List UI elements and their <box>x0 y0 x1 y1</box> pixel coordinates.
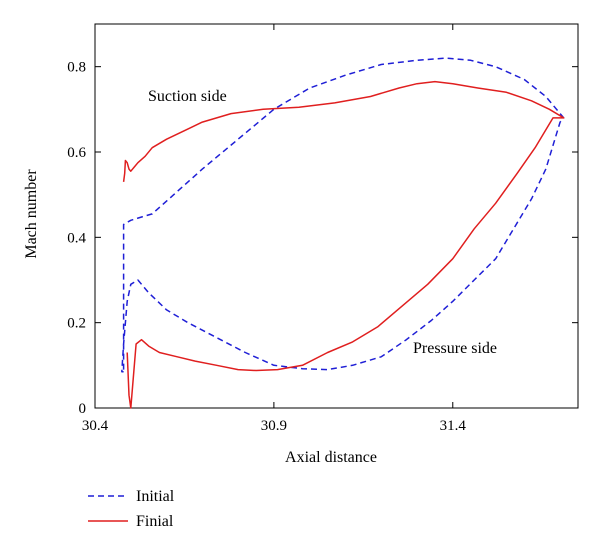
y-tick-label-0: 0 <box>79 401 87 417</box>
plot-frame <box>94 23 579 409</box>
legend: Initial Finial <box>88 488 175 530</box>
x-tick-label-1: 30.9 <box>261 418 287 434</box>
series-layer <box>121 57 565 409</box>
y-axis-title: Mach number <box>23 169 40 259</box>
annotation-suction-side: Suction side <box>148 88 227 105</box>
ticks-layer: 0 0.2 0.4 0.6 0.8 30.4 30.9 31.4 <box>67 24 578 434</box>
x-tick-label-2: 31.4 <box>440 418 467 434</box>
legend-label-initial: Initial <box>136 488 175 505</box>
x-tick-label-0: 30.4 <box>82 418 109 434</box>
series-line-initial <box>121 57 565 373</box>
legend-label-finial: Finial <box>136 513 174 530</box>
y-tick-label-3: 0.6 <box>67 145 86 161</box>
y-tick-label-1: 0.2 <box>67 316 86 332</box>
series-line-finial <box>122 80 565 409</box>
x-axis-title: Axial distance <box>285 449 377 466</box>
y-tick-label-2: 0.4 <box>67 230 86 246</box>
y-tick-label-4: 0.8 <box>67 60 86 76</box>
annotation-pressure-side: Pressure side <box>413 340 497 357</box>
